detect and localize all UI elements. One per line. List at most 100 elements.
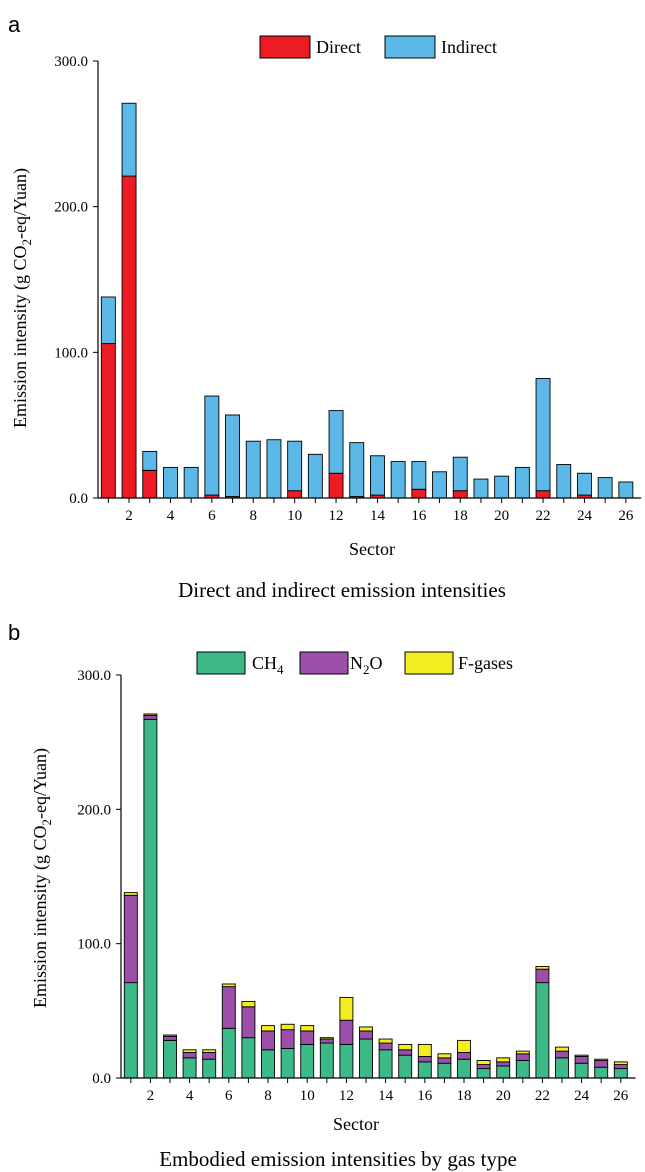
bar-indirect-sector-3	[142, 450, 158, 471]
bar-n2o-sector-13	[359, 1030, 373, 1040]
bar-n2o-sector-12	[339, 1019, 354, 1045]
x-tick-label: 16	[417, 1088, 433, 1104]
x-tick-label: 22	[535, 1088, 550, 1104]
bar-ch4-sector-11	[319, 1042, 334, 1079]
bar-indirect-sector-24	[577, 472, 592, 496]
bar-ch4-sector-2	[143, 718, 158, 1079]
bar-indirect-sector-19	[473, 478, 489, 499]
x-tick-label: 22	[536, 508, 551, 524]
y-tick-label: 300.0	[77, 668, 111, 684]
bar-n2o-sector-19	[476, 1064, 491, 1070]
bar-ch4-sector-7	[241, 1037, 256, 1079]
legend-swatch-indirect	[384, 35, 436, 59]
bar-indirect-sector-15	[390, 461, 406, 499]
bar-n2o-sector-24	[574, 1056, 589, 1064]
legend-label-n2o: N2O	[350, 653, 383, 677]
bar-direct-sector-2	[121, 175, 137, 499]
legend-swatch-ch4	[196, 651, 246, 675]
legend-swatch-n2o	[299, 651, 349, 675]
bar-direct-sector-10	[287, 490, 303, 499]
y-tick-label: 100.0	[54, 345, 88, 361]
bar-f-gases-sector-19	[476, 1060, 491, 1066]
legend-label-direct: Direct	[316, 37, 361, 57]
bar-indirect-sector-10	[287, 440, 303, 492]
x-tick-label: 18	[453, 508, 468, 524]
x-tick-label: 2	[147, 1088, 155, 1104]
bar-f-gases-sector-22	[535, 966, 550, 970]
bar-ch4-sector-9	[280, 1047, 295, 1079]
legend-b: CH4 N2O F-gases	[196, 651, 513, 677]
bar-ch4-sector-3	[163, 1039, 177, 1079]
panel-b-label: b	[8, 620, 20, 645]
bar-indirect-sector-1	[100, 296, 116, 345]
bar-n2o-sector-8	[261, 1030, 275, 1051]
bar-indirect-sector-14	[370, 455, 385, 496]
bar-n2o-sector-5	[202, 1052, 217, 1060]
x-tick-label: 26	[618, 508, 634, 524]
bar-f-gases-sector-4	[182, 1049, 197, 1053]
bar-indirect-sector-11	[307, 453, 323, 499]
bar-ch4-sector-4	[182, 1057, 197, 1079]
x-tick-label: 12	[339, 1088, 354, 1104]
bar-indirect-sector-21	[514, 466, 530, 499]
x-tick-label: 16	[411, 508, 427, 524]
bar-f-gases-sector-3	[163, 1034, 177, 1037]
bar-f-gases-sector-7	[241, 1000, 256, 1008]
y-tick-label: 0.0	[92, 1071, 111, 1087]
y-tick-label: 200.0	[77, 802, 111, 818]
x-tick-label: 14	[378, 1088, 394, 1104]
bar-n2o-sector-3	[163, 1035, 177, 1041]
bar-n2o-sector-10	[300, 1030, 315, 1045]
panel-b: b CH4 N2O F-gases Emission intensity (g CO…	[8, 620, 636, 1171]
y-tick-label: 300.0	[54, 54, 88, 70]
bar-f-gases-sector-14	[378, 1038, 393, 1044]
bar-n2o-sector-25	[594, 1060, 609, 1068]
bar-indirect-sector-23	[556, 464, 572, 499]
bar-direct-sector-18	[452, 490, 468, 499]
legend-label-f-gases: F-gases	[458, 653, 513, 673]
x-tick-label: 26	[613, 1088, 629, 1104]
bar-indirect-sector-22	[535, 378, 551, 492]
x-tick-label: 20	[496, 1088, 511, 1104]
bar-indirect-sector-17	[432, 471, 447, 499]
bar-indirect-sector-8	[245, 440, 261, 499]
bar-n2o-sector-2	[143, 714, 158, 720]
bar-ch4-sector-18	[457, 1058, 471, 1079]
bar-indirect-sector-6	[204, 395, 220, 496]
bar-indirect-sector-26	[618, 481, 634, 499]
bar-n2o-sector-14	[378, 1042, 393, 1051]
bar-ch4-sector-14	[378, 1049, 393, 1079]
bar-ch4-sector-19	[476, 1068, 491, 1079]
bar-f-gases-sector-23	[555, 1046, 569, 1052]
bar-indirect-sector-20	[494, 475, 510, 499]
x-tick-label: 6	[225, 1088, 233, 1104]
panel-a: a Direct Indirect Emission intensity (g C…	[8, 12, 642, 602]
bar-ch4-sector-10	[300, 1043, 315, 1079]
bar-indirect-sector-16	[411, 461, 427, 490]
bar-f-gases-sector-21	[515, 1050, 530, 1055]
bar-f-gases-sector-20	[496, 1057, 511, 1063]
bar-f-gases-sector-17	[437, 1053, 452, 1059]
bar-n2o-sector-6	[221, 986, 236, 1029]
caption-a: Direct and indirect emission intensities	[178, 578, 506, 602]
legend-swatch-direct	[259, 35, 311, 59]
bar-indirect-sector-25	[597, 477, 613, 499]
x-tick-label: 4	[167, 508, 175, 524]
bar-ch4-sector-16	[417, 1061, 432, 1079]
legend-label-indirect: Indirect	[441, 37, 497, 57]
bar-ch4-sector-17	[437, 1062, 452, 1079]
bar-f-gases-sector-8	[261, 1025, 275, 1032]
panel-a-label: a	[8, 12, 21, 37]
y-tick-label: 0.0	[69, 491, 88, 507]
x-axis-label-b: Sector	[333, 1114, 379, 1134]
bar-n2o-sector-26	[613, 1064, 628, 1070]
caption-b: Embodied emission intensities by gas typ…	[159, 1147, 517, 1171]
bar-n2o-sector-11	[319, 1038, 334, 1044]
bar-f-gases-sector-9	[280, 1023, 295, 1031]
bar-direct-sector-16	[411, 488, 427, 499]
x-tick-label: 10	[287, 508, 302, 524]
bar-n2o-sector-1	[123, 894, 138, 984]
bar-f-gases-sector-26	[613, 1061, 628, 1066]
bar-indirect-sector-7	[225, 414, 241, 497]
